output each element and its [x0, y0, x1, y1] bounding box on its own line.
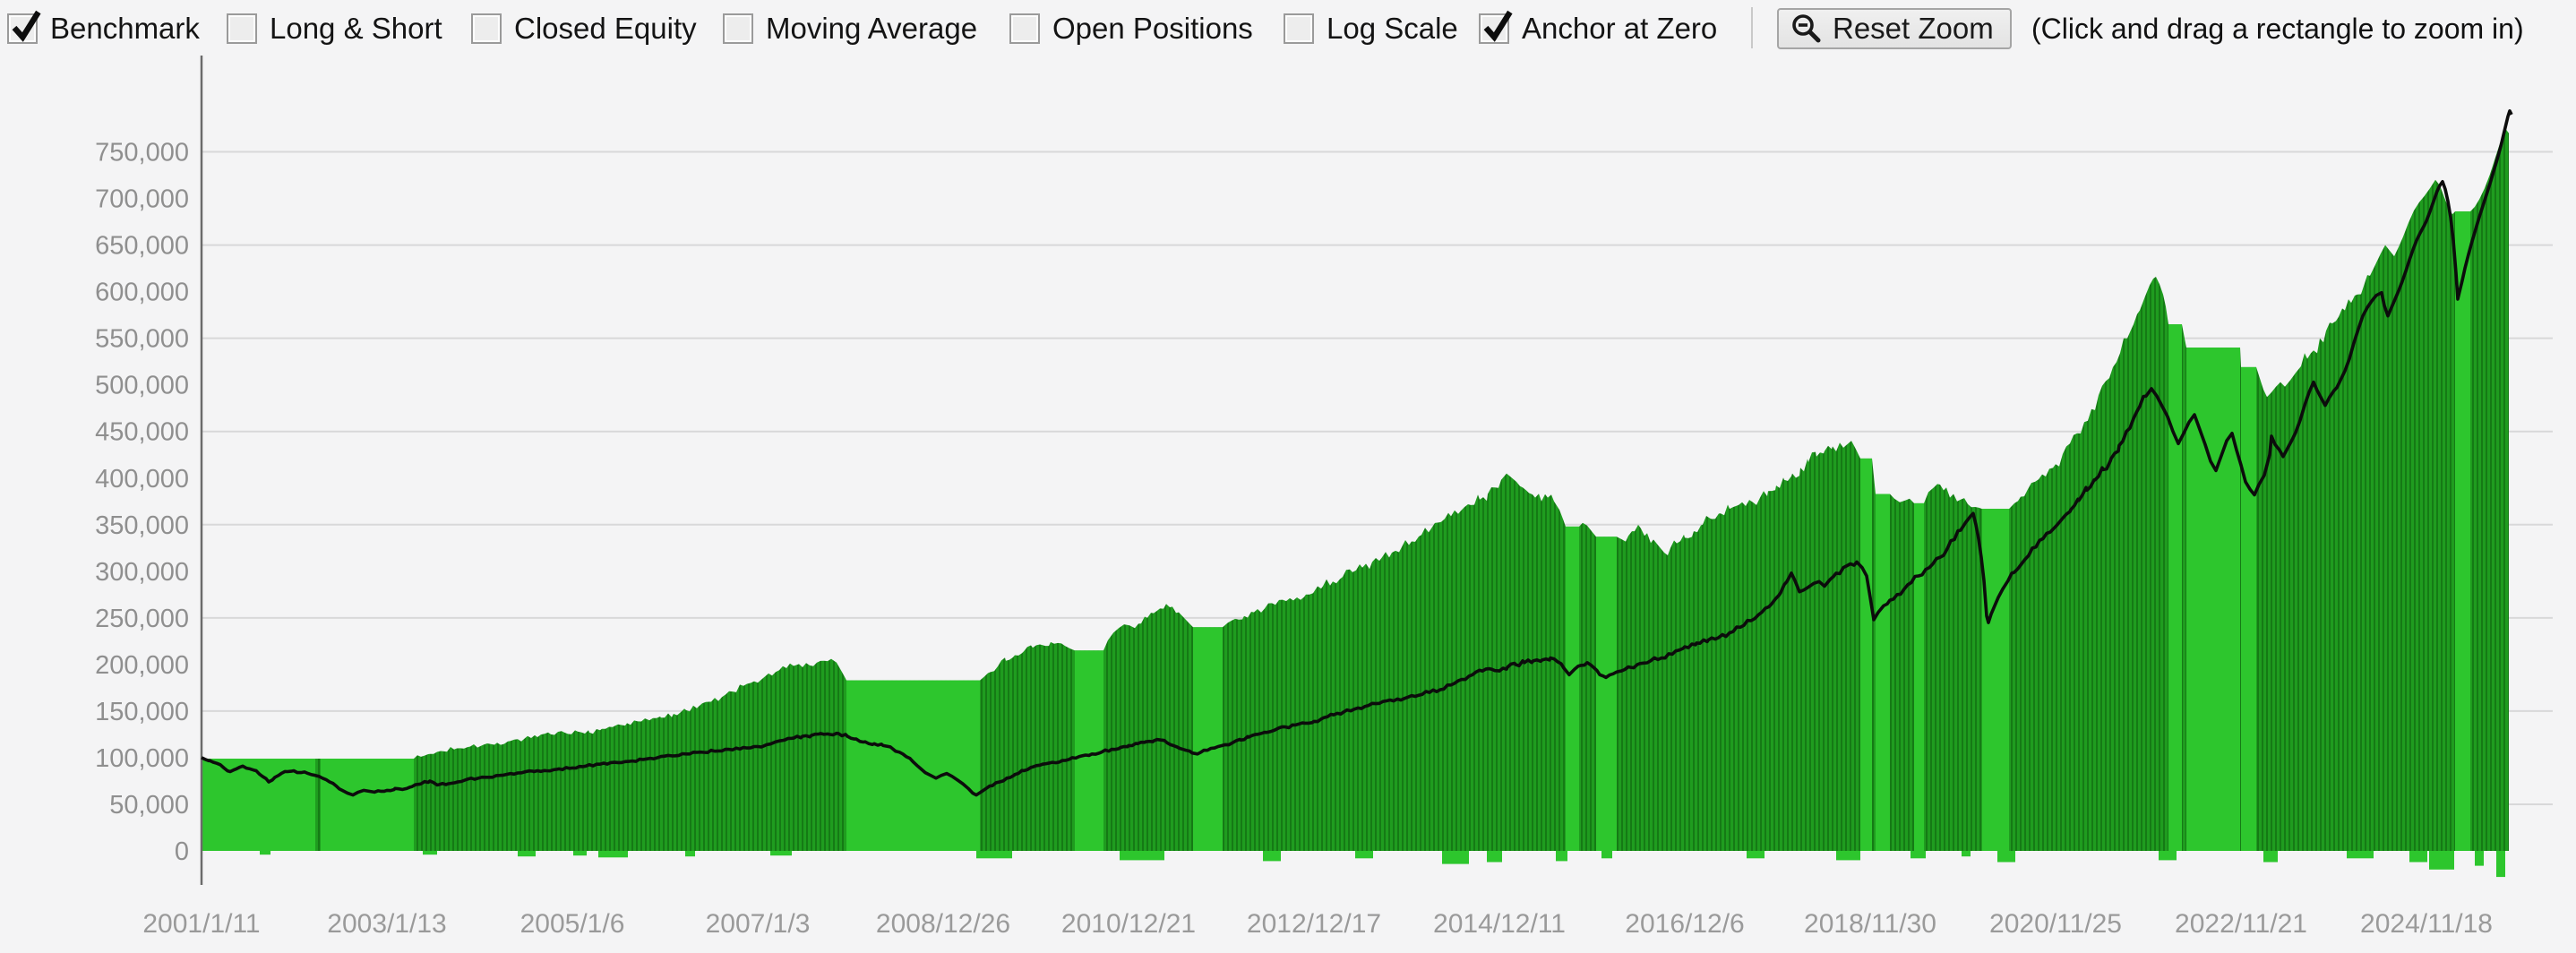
- y-tick-label: 0: [175, 837, 189, 866]
- x-tick-label: 2010/12/21: [1061, 909, 1196, 939]
- y-tick-label: 750,000: [95, 139, 189, 167]
- x-tick-labels: 2001/1/11 2003/1/13 2005/1/6 2007/1/3 2008/1…: [142, 909, 2493, 939]
- chart-toolbar: Benchmark Long & Short Closed Equity Mov…: [0, 0, 2576, 57]
- y-tick-labels: 0 50,000 100,000 150,000 200,000 250,000 300,0…: [95, 139, 189, 866]
- y-tick-label: 350,000: [95, 511, 189, 540]
- y-tick-label: 550,000: [95, 325, 189, 354]
- y-tick-label: 200,000: [95, 651, 189, 680]
- checkbox-label: Open Positions: [1052, 12, 1253, 45]
- y-tick-label: 150,000: [95, 698, 189, 726]
- y-tick-label: 450,000: [95, 418, 189, 447]
- x-tick-label: 2018/11/30: [1804, 909, 1936, 939]
- checkbox-box[interactable]: [723, 13, 753, 44]
- y-tick-label: 100,000: [95, 744, 189, 773]
- y-tick-label: 650,000: [95, 232, 189, 261]
- y-tick-label: 300,000: [95, 558, 189, 587]
- checkbox-moving-average[interactable]: Moving Average: [723, 0, 977, 57]
- checkbox-box[interactable]: [471, 13, 502, 44]
- x-tick-label: 2007/1/3: [706, 909, 811, 939]
- x-tick-label: 2008/12/26: [876, 909, 1010, 939]
- equity-area: [202, 129, 2509, 852]
- reset-zoom-label: Reset Zoom: [1833, 12, 1994, 45]
- x-tick-label: 2022/11/21: [2175, 909, 2307, 939]
- checkbox-label: Log Scale: [1327, 12, 1458, 45]
- checkbox-long-short[interactable]: Long & Short: [227, 0, 442, 57]
- y-tick-label: 600,000: [95, 279, 189, 307]
- checkbox-box[interactable]: [227, 13, 257, 44]
- flat-equity-blocks: [202, 211, 2470, 852]
- zoom-hint-text: (Click and drag a rectangle to zoom in): [2031, 12, 2524, 45]
- checkbox-box[interactable]: [1009, 13, 1040, 44]
- checkbox-open-positions[interactable]: Open Positions: [1009, 0, 1253, 57]
- x-tick-label: 2014/12/11: [1433, 909, 1566, 939]
- x-tick-label: 2024/11/18: [2360, 909, 2493, 939]
- checkbox-log-scale[interactable]: Log Scale: [1284, 0, 1458, 57]
- checkbox-label: Closed Equity: [514, 12, 697, 45]
- benchmark-line: [201, 109, 2513, 797]
- y-tick-label: 50,000: [109, 791, 189, 820]
- checkbox-anchor-at-zero[interactable]: Anchor at Zero: [1479, 0, 1717, 57]
- toolbar-divider: [1751, 7, 1753, 48]
- checkbox-label: Benchmark: [50, 12, 200, 45]
- checkbox-label: Anchor at Zero: [1522, 12, 1718, 45]
- y-tick-label: 500,000: [95, 372, 189, 400]
- x-tick-label: 2001/1/11: [142, 909, 260, 939]
- below-zero-bars: [260, 851, 2505, 878]
- y-tick-label: 250,000: [95, 605, 189, 633]
- checkbox-box[interactable]: [1284, 13, 1314, 44]
- checkbox-label: Moving Average: [766, 12, 978, 45]
- y-tick-label: 400,000: [95, 465, 189, 494]
- checkbox-box[interactable]: [7, 10, 41, 44]
- y-tick-label: 700,000: [95, 185, 189, 214]
- x-tick-label: 2016/12/6: [1625, 909, 1744, 939]
- checkbox-benchmark[interactable]: Benchmark: [7, 0, 200, 57]
- checkbox-label: Long & Short: [270, 12, 442, 45]
- reset-zoom-button[interactable]: Reset Zoom: [1777, 8, 2012, 49]
- check-icon: [1483, 10, 1513, 42]
- zoom-out-icon: [1792, 14, 1821, 43]
- x-tick-label: 2005/1/6: [520, 909, 625, 939]
- checkbox-closed-equity[interactable]: Closed Equity: [471, 0, 697, 57]
- checkbox-box[interactable]: [1479, 10, 1513, 44]
- check-icon: [12, 10, 41, 42]
- x-tick-label: 2012/12/17: [1247, 909, 1381, 939]
- x-tick-label: 2020/11/25: [1989, 909, 2122, 939]
- x-tick-label: 2003/1/13: [327, 909, 446, 939]
